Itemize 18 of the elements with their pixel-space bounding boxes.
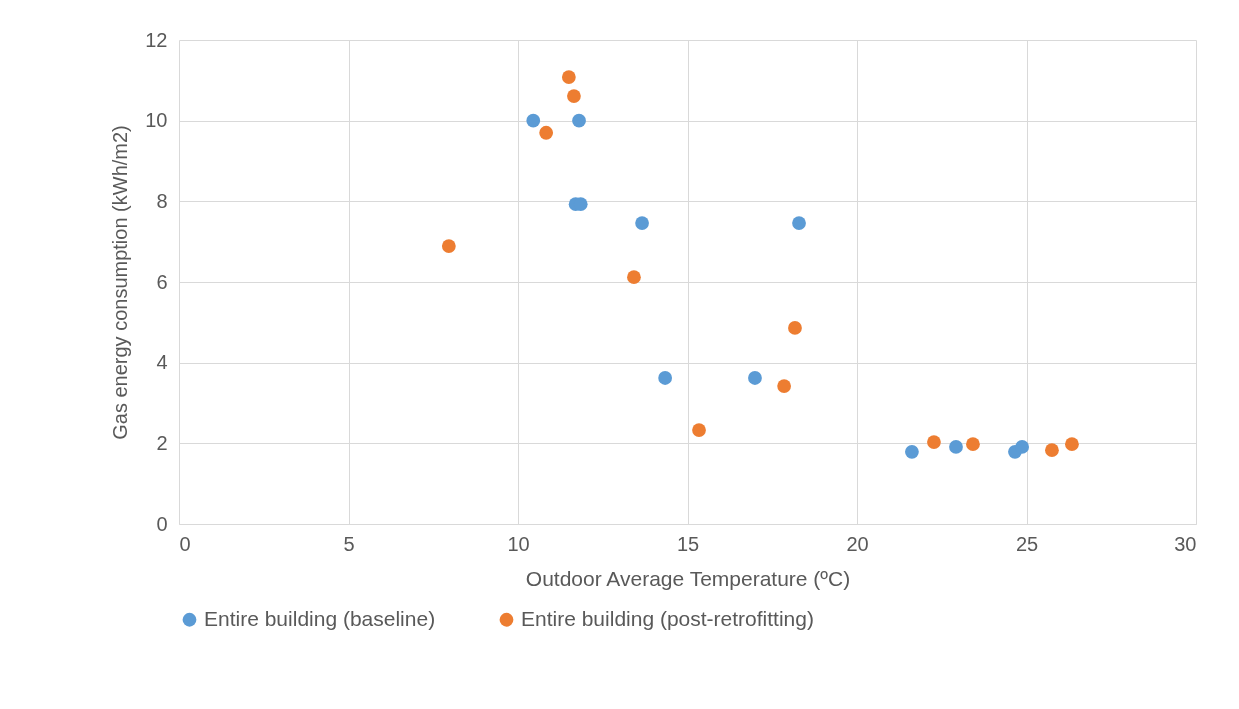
y-tick-label: 12	[145, 28, 168, 51]
x-tick-label: 25	[1015, 532, 1039, 555]
y-tick-label: 2	[156, 431, 168, 454]
y-tick-label: 0	[156, 512, 168, 535]
x-axis-title: Outdoor Average Temperature (ºC)	[525, 566, 851, 590]
y-tick-label: 6	[156, 270, 168, 293]
x-tick-label: 10	[507, 532, 530, 555]
x-tick-label: 5	[343, 532, 355, 555]
y-tick-label: 4	[156, 351, 168, 374]
x-tick-label: 20	[846, 532, 869, 555]
y-axis-title: Gas energy consumption (kWh/m2)	[109, 125, 132, 440]
legend-label: Entire building (baseline)	[204, 606, 436, 630]
y-tick-label: 8	[156, 189, 168, 212]
x-tick-label: 15	[676, 532, 700, 555]
x-tick-label: 30	[1174, 532, 1197, 555]
y-tick-label: 10	[145, 109, 168, 132]
legend-label: Entire building (post-retrofitting)	[521, 606, 814, 630]
x-tick-label: 0	[179, 532, 191, 555]
